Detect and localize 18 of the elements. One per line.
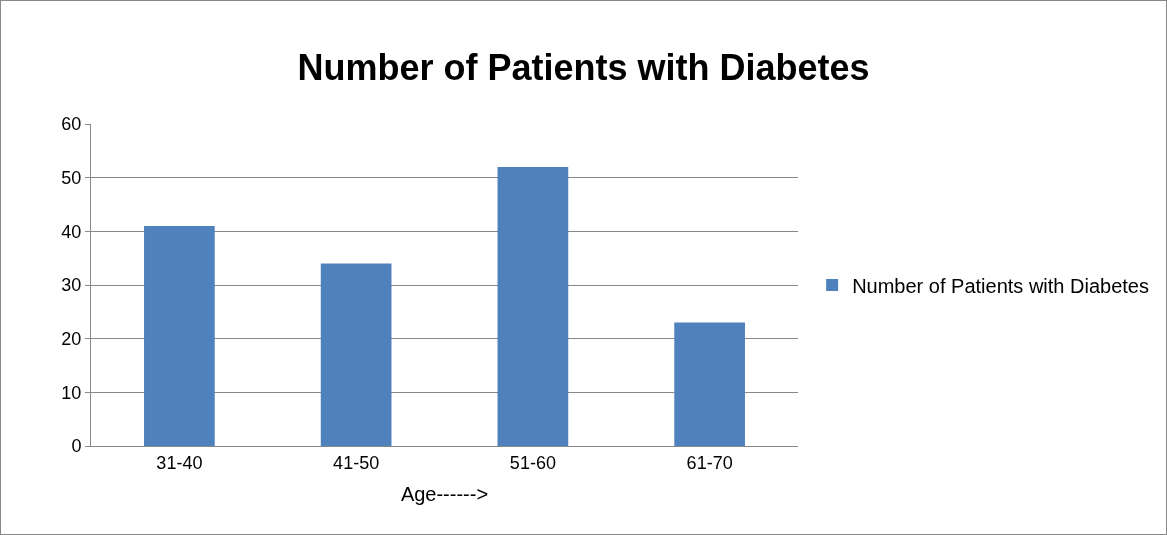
y-tick-label: 50 <box>61 167 82 188</box>
y-tick-label: 30 <box>61 275 82 296</box>
bar <box>497 166 569 446</box>
y-tick-label: 10 <box>61 382 82 403</box>
bar <box>674 322 745 446</box>
y-tick-label: 20 <box>61 328 82 349</box>
y-tick-label: 40 <box>61 221 82 242</box>
y-tick-label: 60 <box>61 114 82 135</box>
bar <box>144 225 215 446</box>
chart-title: Number of Patients with Diabetes <box>297 46 870 88</box>
x-tick-label: 41-50 <box>333 452 380 473</box>
x-tick-label: 51-60 <box>509 452 556 473</box>
bar <box>320 263 392 446</box>
y-tick-label: 0 <box>71 436 82 457</box>
x-tick-label: 31-40 <box>156 452 203 473</box>
x-tick-label: 61-70 <box>686 452 733 473</box>
legend-label: Number of Patients with Diabetes <box>852 274 1149 297</box>
x-axis-title: Age------> <box>400 483 489 506</box>
